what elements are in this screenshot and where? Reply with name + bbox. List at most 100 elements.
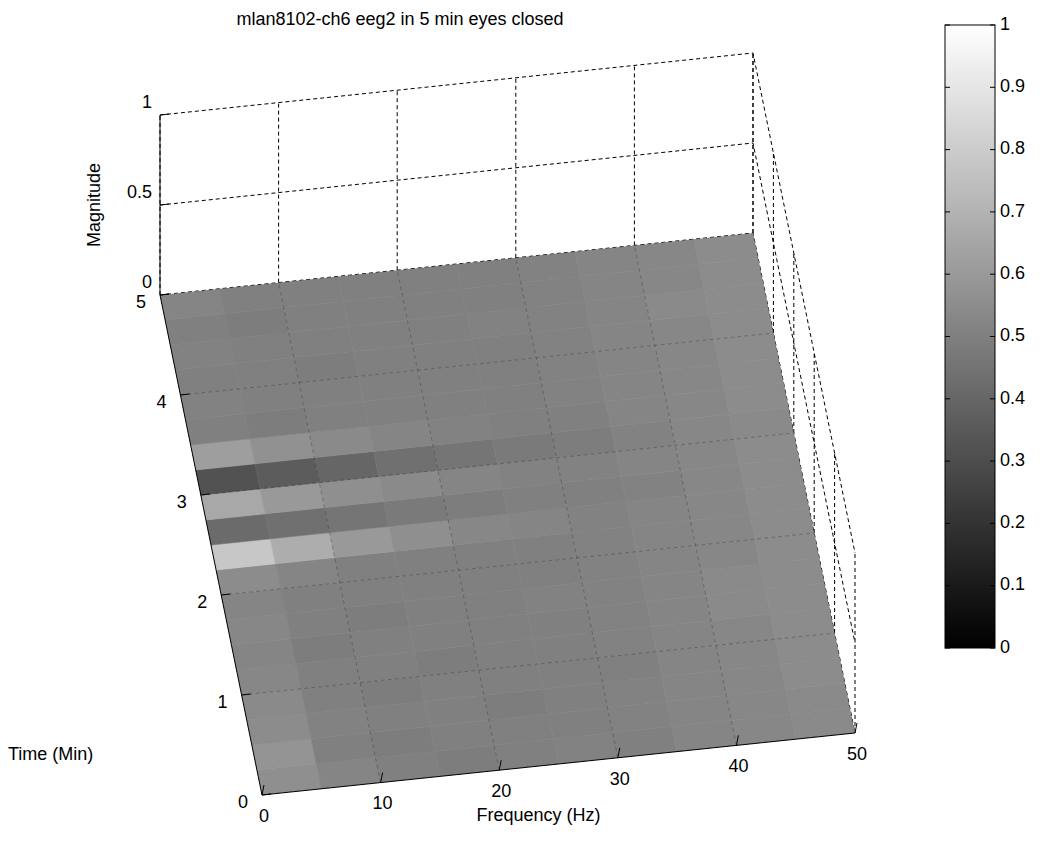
tick-label: 10 (373, 793, 393, 813)
tick (221, 594, 230, 595)
tick-label: 0.6 (1000, 263, 1025, 283)
tick (945, 149, 950, 150)
tick-label: 0 (238, 792, 248, 812)
grid-line (160, 53, 855, 553)
cell (279, 276, 343, 307)
tick (160, 204, 169, 205)
tick (201, 494, 210, 495)
cell (219, 283, 283, 314)
tick (180, 394, 189, 395)
tick-label: 40 (728, 756, 748, 776)
colorbar: 0 0.1 0.2 0.3 0.4 0.5 0.6 0.7 0.8 0.9 1 (945, 14, 1025, 657)
grid-line (516, 258, 618, 758)
x-axis-title: Frequency (Hz) (476, 805, 600, 825)
tick (990, 274, 995, 275)
tick-label: 0.1 (1000, 574, 1025, 594)
grid (160, 53, 855, 733)
tick-label: 30 (610, 769, 630, 789)
tick (990, 523, 995, 524)
tick-label: 2 (197, 592, 207, 612)
tick-label: 3 (177, 492, 187, 512)
tick (381, 773, 383, 783)
tick (945, 211, 950, 212)
tick (160, 294, 169, 295)
tick-label: 1 (218, 692, 228, 712)
tick (990, 149, 995, 150)
tick (499, 760, 501, 770)
grid-line (262, 733, 855, 795)
tick (990, 87, 995, 88)
tick (242, 694, 251, 695)
colorbar-fill (945, 25, 995, 648)
tick-label: 0.5 (127, 182, 152, 202)
grid-line (814, 353, 815, 533)
tick (945, 461, 950, 462)
cell (457, 258, 521, 289)
tick-label: 1 (142, 92, 152, 112)
tick (945, 274, 950, 275)
tick-label: 5 (136, 292, 146, 312)
tick-label: 0 (142, 272, 152, 292)
tick (990, 211, 995, 212)
cell (338, 270, 402, 301)
tick-label: 0.3 (1000, 450, 1025, 470)
z-axis-title: Magnitude (84, 163, 104, 247)
grid-line (201, 433, 794, 495)
cell (575, 245, 639, 276)
tick (160, 294, 169, 295)
tick (945, 585, 950, 586)
grid-line (753, 233, 855, 733)
tick (990, 585, 995, 586)
grid-line (160, 233, 753, 295)
floor-grid (160, 233, 855, 795)
tick-label: 0.4 (1000, 388, 1025, 408)
cell (397, 264, 461, 295)
tick (618, 748, 620, 758)
y-axis-line (160, 295, 262, 795)
grid-line (160, 295, 262, 795)
cell (516, 252, 580, 283)
grid-line (634, 245, 736, 745)
tick (736, 735, 738, 745)
x-axis-line (262, 733, 855, 795)
tick (262, 794, 271, 795)
tick (990, 461, 995, 462)
tick (945, 648, 950, 649)
tick (990, 336, 995, 337)
tick-label: 0 (259, 806, 269, 826)
tick (855, 723, 857, 733)
tick-label: 50 (847, 744, 867, 764)
axes: 0102030405001234500.51 (127, 92, 867, 826)
tick (945, 398, 950, 399)
title: mlan8102-ch6 eeg2 in 5 min eyes closed (236, 9, 563, 29)
grid-line (180, 333, 773, 395)
tick (945, 336, 950, 337)
grid-line (242, 633, 835, 695)
grid-line (160, 143, 855, 643)
y-axis-title: Time (Min) (8, 744, 93, 764)
tick-label: 0.9 (1000, 76, 1025, 96)
tick (990, 648, 995, 649)
tick-label: 0.5 (1000, 325, 1025, 345)
grid-line (773, 153, 774, 333)
tick-label: 0.8 (1000, 138, 1025, 158)
grid-line (397, 270, 499, 770)
tick-label: 0 (1000, 637, 1010, 657)
tick (945, 87, 950, 88)
grid-line (279, 283, 381, 783)
tick-label: 0.7 (1000, 201, 1025, 221)
grid-line (221, 533, 814, 595)
tick-label: 0.2 (1000, 512, 1025, 532)
cell (634, 239, 698, 270)
tick (990, 25, 995, 26)
tick (990, 398, 995, 399)
tick-label: 1 (1000, 14, 1010, 34)
tick (945, 523, 950, 524)
chart: 0102030405001234500.51Frequency (Hz)Time… (0, 0, 1057, 843)
cell (694, 233, 758, 264)
tick-label: 4 (156, 392, 166, 412)
tick-label: 20 (491, 781, 511, 801)
tick (945, 25, 950, 26)
surface (160, 233, 855, 795)
tick (262, 785, 264, 795)
